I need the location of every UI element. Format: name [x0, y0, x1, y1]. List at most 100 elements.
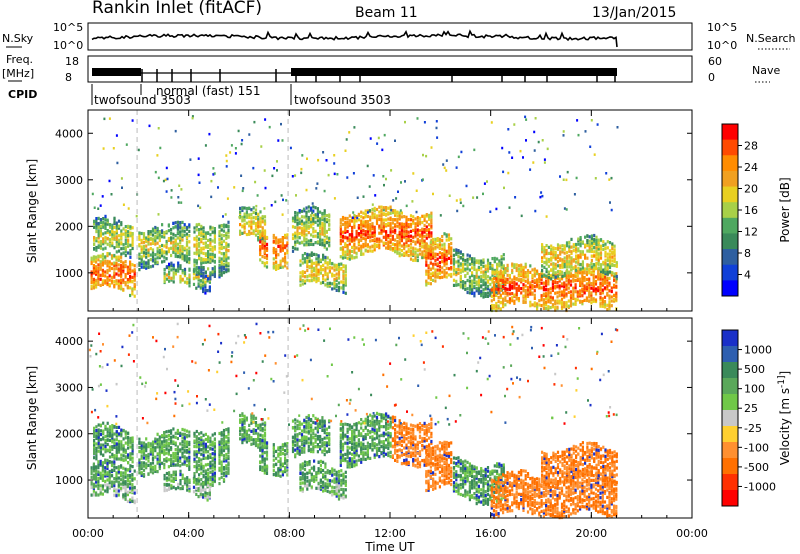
- scatter-cell: [181, 440, 184, 444]
- scatter-cell: [188, 275, 191, 279]
- scatter-cell: [172, 485, 175, 489]
- scatter-cell: [615, 291, 618, 295]
- scatter-cell: [97, 275, 100, 279]
- scatter-cell: [447, 251, 451, 255]
- scatter-cell: [382, 241, 385, 245]
- scatter-cell: [154, 225, 157, 230]
- scatter-cell: [595, 238, 598, 242]
- scatter-cell: [403, 234, 406, 239]
- scatter-cell: [220, 260, 223, 264]
- scatter-cell: [104, 255, 107, 259]
- scatter-cell: [99, 488, 102, 492]
- scatter-cell: [492, 281, 496, 285]
- scatter-cell: [588, 242, 591, 247]
- scatter-cell: [129, 473, 132, 478]
- scatter-cell: [294, 247, 297, 251]
- scatter-cell: [574, 274, 577, 278]
- scatter-cell: [218, 477, 221, 481]
- scatter-cell: [511, 278, 514, 282]
- scatter-cell: [387, 223, 390, 227]
- scatter-cell: [99, 484, 102, 488]
- scatter-cell: [272, 261, 275, 265]
- scatter-cell: [183, 441, 186, 445]
- scatter-cell: [396, 242, 399, 246]
- scatter-cell: [423, 218, 426, 222]
- scatter-cell: [531, 268, 534, 272]
- scatter-cell: [183, 449, 186, 453]
- scatter-cell: [95, 219, 98, 223]
- scatter-cell: [592, 288, 595, 292]
- scatter-cell: [565, 250, 569, 255]
- scatter-cell: [597, 286, 600, 290]
- scatter-cell: [400, 224, 403, 228]
- scatter-cell: [124, 247, 127, 252]
- scatter-cell: [170, 227, 173, 232]
- scatter-cell: [369, 218, 372, 222]
- scatter-cell: [593, 153, 596, 156]
- scatter-cell: [427, 244, 430, 248]
- scatter-cell: [218, 431, 221, 436]
- scatter-cell: [99, 242, 102, 246]
- scatter-cell: [208, 488, 211, 492]
- scatter-cell: [181, 277, 184, 281]
- scatter-cell: [403, 251, 406, 255]
- scatter-cell: [192, 490, 196, 494]
- scatter-cell: [502, 304, 505, 308]
- scatter-cell: [124, 441, 127, 445]
- scatter-cell: [189, 158, 192, 161]
- scatter-cell: [207, 252, 210, 256]
- scatter-cell: [97, 258, 100, 262]
- scatter-cell: [305, 223, 308, 228]
- scatter-cell: [245, 210, 248, 214]
- scatter-cell: [122, 446, 125, 450]
- scatter-cell: [486, 279, 490, 283]
- scatter-cell: [193, 236, 196, 241]
- scatter-cell: [576, 290, 579, 294]
- scatter-cell: [412, 258, 415, 262]
- scatter-cell: [342, 269, 345, 273]
- scatter-cell: [209, 447, 212, 451]
- scatter-cell: [301, 273, 304, 277]
- scatter-cell: [213, 230, 216, 234]
- scatter-cell: [414, 252, 417, 256]
- scatter-cell: [281, 239, 284, 243]
- scatter-cell: [536, 278, 539, 282]
- scatter-cell: [168, 487, 171, 491]
- scatter-cell: [543, 158, 546, 161]
- scatter-cell: [131, 473, 134, 477]
- scatter-cell: [202, 441, 205, 445]
- scatter-cell: [611, 263, 614, 267]
- scatter-cell: [319, 229, 322, 234]
- scatter-cell: [257, 217, 260, 221]
- scatter-cell: [554, 305, 557, 309]
- scatter-cell: [311, 211, 314, 215]
- scatter-cell: [200, 265, 203, 269]
- scatter-cell: [211, 480, 214, 484]
- scatter-cell: [225, 236, 228, 240]
- scatter-cell: [588, 249, 591, 253]
- scatter-cell: [172, 265, 175, 270]
- scatter-cell: [333, 284, 336, 288]
- scatter-cell: [218, 468, 221, 472]
- scatter-cell: [586, 256, 589, 260]
- scatter-cell: [389, 225, 392, 229]
- scatter-cell: [415, 210, 418, 214]
- scatter-cell: [126, 499, 129, 503]
- scatter-cell: [490, 121, 493, 124]
- scatter-cell: [511, 270, 514, 275]
- scatter-cell: [204, 475, 207, 480]
- scatter-cell: [294, 217, 297, 221]
- scatter-cell: [373, 248, 376, 252]
- scatter-cell: [473, 262, 476, 266]
- scatter-cell: [193, 267, 196, 271]
- scatter-cell: [572, 302, 575, 306]
- scatter-cell: [213, 467, 216, 471]
- scatter-cell: [156, 442, 159, 446]
- scatter-cell: [172, 470, 175, 474]
- scatter-cell: [405, 218, 408, 222]
- scatter-cell: [351, 216, 354, 219]
- scatter-cell: [497, 304, 500, 308]
- scatter-cell: [569, 274, 573, 278]
- scatter-cell: [452, 248, 456, 252]
- scatter-cell: [131, 488, 134, 492]
